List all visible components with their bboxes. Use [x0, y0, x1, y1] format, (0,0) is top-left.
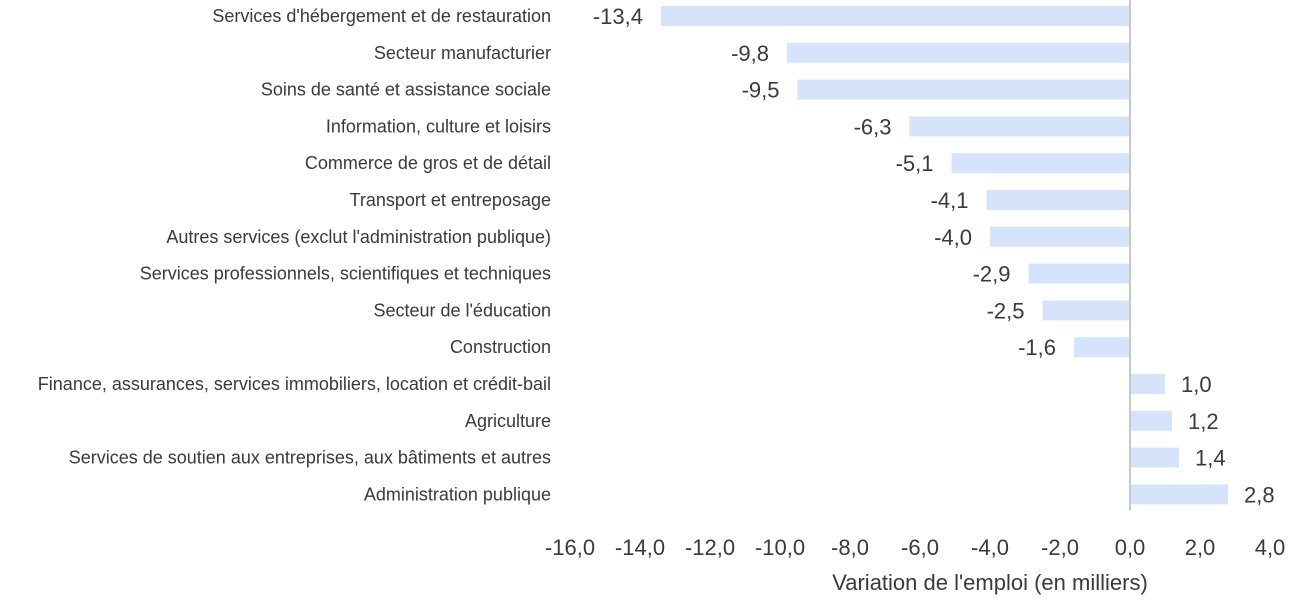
category-label: Transport et entreposage: [350, 190, 551, 210]
data-label: -2,9: [973, 262, 1011, 287]
data-label: -9,5: [742, 78, 780, 103]
category-label: Information, culture et loisirs: [326, 116, 551, 136]
bars-group: [661, 6, 1228, 505]
category-label: Finance, assurances, services immobilier…: [38, 374, 551, 394]
x-tick-labels-group: -16,0 -14,0 -12,0 -10,0 -8,0 -6,0 -4,0 -2,0 0,0 2…: [545, 535, 1285, 560]
bar: [1130, 374, 1165, 394]
bar: [787, 42, 1130, 63]
x-tick-label: -12,0: [685, 535, 735, 560]
category-label: Secteur manufacturier: [374, 43, 551, 63]
bar: [1130, 447, 1179, 468]
data-label: -5,1: [896, 151, 934, 176]
category-label: Construction: [450, 337, 551, 357]
category-label: Soins de santé et assistance sociale: [261, 80, 551, 100]
data-label: -2,5: [987, 298, 1025, 323]
category-label: Services de soutien aux entreprises, aux…: [69, 448, 551, 468]
data-label: -13,4: [593, 4, 643, 29]
x-tick-label: -6,0: [901, 535, 939, 560]
bar: [986, 190, 1130, 210]
x-axis-title: Variation de l'emploi (en milliers): [832, 570, 1148, 595]
data-label: -4,1: [931, 188, 969, 213]
bar: [661, 6, 1130, 26]
data-label: -9,8: [731, 41, 769, 66]
x-tick-label: -8,0: [831, 535, 869, 560]
category-label: Autres services (exclut l'administration…: [166, 227, 551, 247]
bar: [951, 153, 1130, 174]
bar: [1130, 484, 1228, 505]
category-label: Secteur de l'éducation: [373, 300, 551, 320]
category-label: Agriculture: [465, 411, 551, 431]
data-label: -1,6: [1018, 335, 1056, 360]
x-tick-label: 0,0: [1115, 535, 1146, 560]
data-label: 1,2: [1188, 409, 1219, 434]
bar: [1042, 300, 1130, 321]
bar: [909, 116, 1130, 137]
bar: [1130, 410, 1172, 431]
value-labels-group: -13,4 -9,8 -9,5 -6,3-5,1 -4,1 -4,0-2,9 -2,5 -1,…: [593, 4, 1275, 507]
category-label: Services professionnels, scientifiques e…: [140, 264, 551, 284]
category-label: Administration publique: [364, 484, 551, 504]
x-tick-label: -14,0: [615, 535, 665, 560]
category-label: Services d'hébergement et de restauratio…: [212, 6, 551, 26]
bar: [990, 226, 1130, 247]
data-label: 1,0: [1181, 372, 1212, 397]
data-label: 1,4: [1195, 446, 1226, 471]
x-tick-label: -2,0: [1041, 535, 1079, 560]
x-tick-label: 2,0: [1185, 535, 1216, 560]
bar: [1028, 263, 1130, 284]
data-label: 2,8: [1244, 482, 1275, 507]
category-labels-group: Services d'hébergement et de restauratio…: [38, 6, 551, 504]
x-tick-label: 4,0: [1255, 535, 1286, 560]
category-label: Commerce de gros et de détail: [305, 153, 551, 173]
bar: [797, 79, 1130, 100]
bar: [1074, 337, 1130, 358]
x-tick-label: -4,0: [971, 535, 1009, 560]
x-tick-label: -16,0: [545, 535, 595, 560]
data-label: -6,3: [854, 114, 892, 139]
data-label: -4,0: [934, 225, 972, 250]
x-tick-label: -10,0: [755, 535, 805, 560]
